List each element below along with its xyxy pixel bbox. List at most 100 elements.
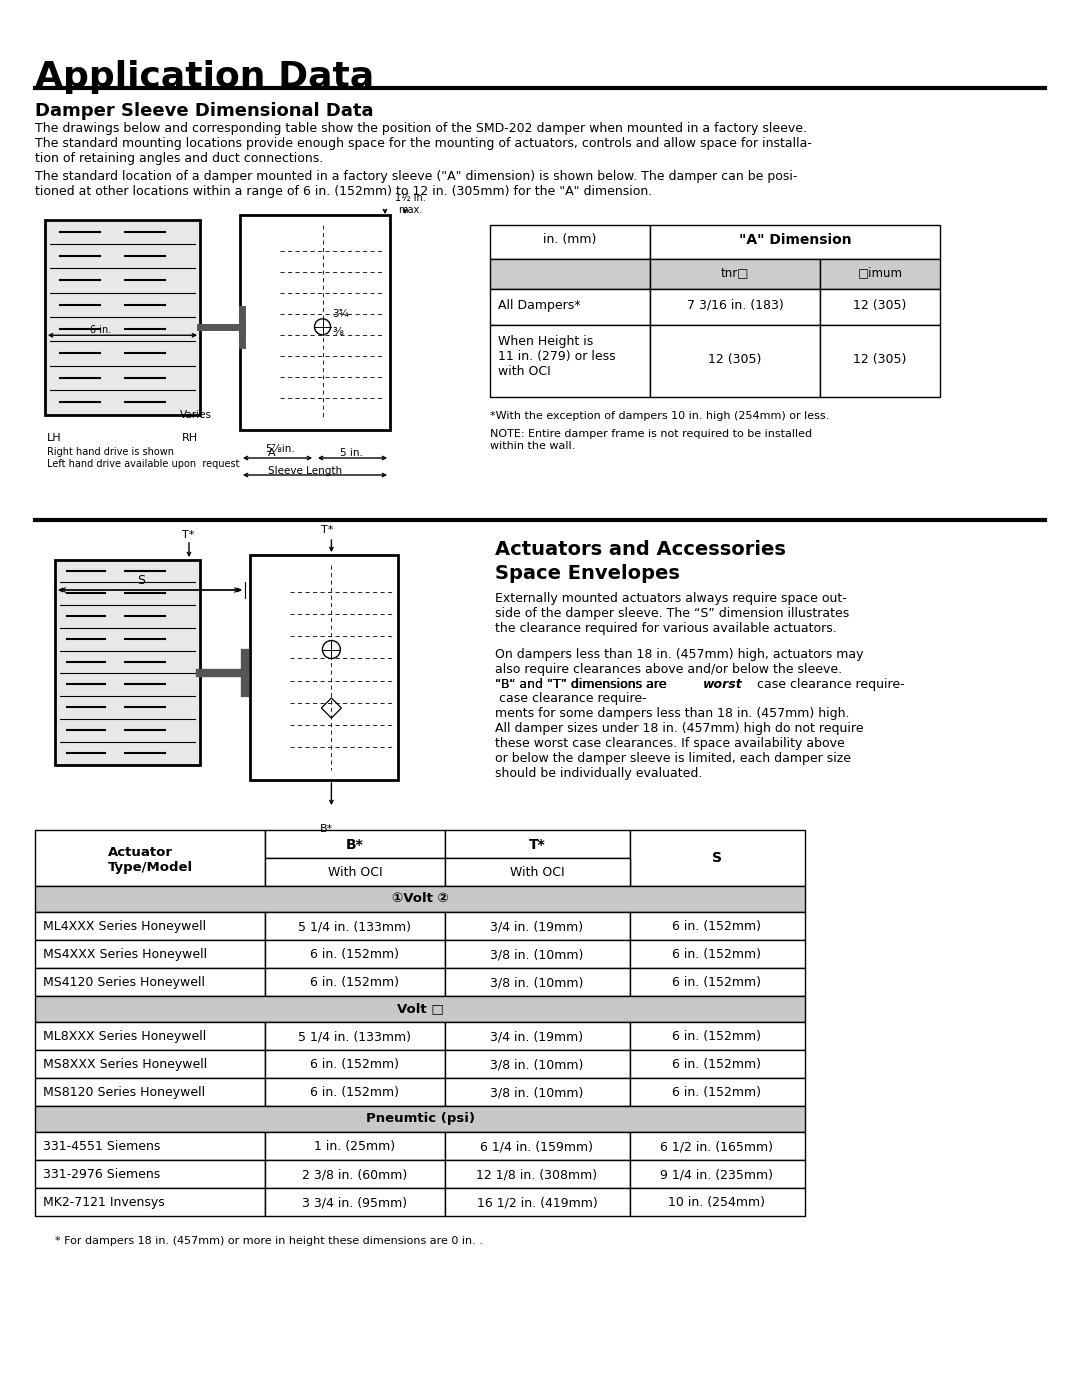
Bar [445,1132,630,1160]
Bar [35,1132,265,1160]
Bar [650,289,820,326]
Bar [490,289,650,326]
Bar [445,1160,630,1187]
Bar [445,830,630,858]
Text: 6 in.: 6 in. [90,326,111,335]
Text: 3/8 in. (10mm): 3/8 in. (10mm) [490,977,583,989]
Text: "B" and "T" dimensions are: "B" and "T" dimensions are [495,678,670,692]
Text: 6 in. (152mm): 6 in. (152mm) [311,1058,400,1071]
Text: 6 in. (152mm): 6 in. (152mm) [673,1058,761,1071]
Bar [445,1051,630,1078]
Text: Varies: Varies [180,409,212,420]
Text: All Dampers*: All Dampers* [498,299,581,312]
Text: Right hand drive is shown: Right hand drive is shown [48,447,174,457]
Bar [630,1160,805,1187]
Text: MK2-7121 Invensys: MK2-7121 Invensys [43,1196,165,1208]
Bar [265,1132,445,1160]
Bar [35,830,265,886]
Text: Volt □: Volt □ [396,1002,444,1016]
Bar [45,219,200,415]
Text: 12 1/8 in. (308mm): 12 1/8 in. (308mm) [476,1168,597,1180]
Text: 9 1/4 in. (235mm): 9 1/4 in. (235mm) [661,1168,773,1180]
Text: 6 in. (152mm): 6 in. (152mm) [673,949,761,961]
Bar [490,258,650,289]
Bar [820,258,940,289]
Text: LH: LH [48,433,62,443]
Bar [630,830,805,886]
Text: When Height is
11 in. (279) or less
with OCI: When Height is 11 in. (279) or less with… [498,335,616,379]
Text: MS4XXX Series Honeywell: MS4XXX Series Honeywell [43,949,207,961]
Bar [55,560,200,766]
Text: * For dampers 18 in. (457mm) or more in height these dimensions are 0 in. .: * For dampers 18 in. (457mm) or more in … [55,1236,483,1246]
Text: case clearance require-: case clearance require- [753,678,905,692]
Text: worst: worst [703,678,743,692]
Bar [445,858,630,886]
Text: B*: B* [346,838,364,852]
Bar [650,326,820,397]
Bar [240,215,390,430]
Text: MS4120 Series Honeywell: MS4120 Series Honeywell [43,977,205,989]
Text: A: A [268,448,275,458]
Text: With OCI: With OCI [510,866,565,879]
Bar [35,940,265,968]
Bar [265,940,445,968]
Text: in. (mm): in. (mm) [543,233,596,246]
Text: The standard location of a damper mounted in a factory sleeve ("A" dimension) is: The standard location of a damper mounte… [35,170,797,198]
Text: T*: T* [322,525,334,535]
Text: The drawings below and corresponding table show the position of the SMD-202 damp: The drawings below and corresponding tab… [35,122,812,165]
Bar [265,968,445,996]
Bar [820,326,940,397]
Bar [35,1023,265,1051]
Bar [630,1187,805,1215]
Text: 1 in. (25mm): 1 in. (25mm) [314,1140,395,1153]
Bar [445,1187,630,1215]
Text: Application Data: Application Data [35,60,375,94]
Bar [265,830,445,858]
Bar [265,858,445,886]
Text: 6 in. (152mm): 6 in. (152mm) [673,1030,761,1044]
Bar [650,225,940,258]
Bar [35,1160,265,1187]
Text: *With the exception of dampers 10 in. high (254mm) or less.: *With the exception of dampers 10 in. hi… [490,411,829,420]
Bar [490,225,650,258]
Text: 3/4 in. (19mm): 3/4 in. (19mm) [490,1030,583,1044]
Bar [265,1051,445,1078]
Text: RH: RH [183,433,198,443]
Text: NOTE: Entire damper frame is not required to be installed
within the wall.: NOTE: Entire damper frame is not require… [490,429,812,451]
Bar [490,326,650,397]
Text: 3/8 in. (10mm): 3/8 in. (10mm) [490,949,583,961]
Text: S: S [712,851,723,865]
Bar [445,1078,630,1106]
Text: Externally mounted actuators always require space out-
side of the damper sleeve: Externally mounted actuators always requ… [495,592,849,636]
Text: Actuators and Accessories: Actuators and Accessories [495,541,786,559]
Bar [630,1023,805,1051]
Bar [630,1051,805,1078]
Bar [265,1187,445,1215]
Bar [249,555,399,780]
Text: 3 3/4 in. (95mm): 3 3/4 in. (95mm) [302,1196,407,1208]
Bar [630,1132,805,1160]
Text: 12 (305): 12 (305) [853,299,907,312]
Bar [265,912,445,940]
Text: "A" Dimension: "A" Dimension [739,233,851,247]
Text: 5⅞in.: 5⅞in. [265,444,295,454]
Text: 10 in. (254mm): 10 in. (254mm) [669,1196,766,1208]
Text: Pneumtic (psi): Pneumtic (psi) [365,1112,474,1125]
Text: Damper Sleeve Dimensional Data: Damper Sleeve Dimensional Data [35,102,374,120]
Bar [630,940,805,968]
Bar [35,1078,265,1106]
Text: 12 (305): 12 (305) [853,353,907,366]
Bar [630,968,805,996]
Text: On dampers less than 18 in. (457mm) high, actuators may
also require clearances : On dampers less than 18 in. (457mm) high… [495,648,864,692]
Text: 5 1/4 in. (133mm): 5 1/4 in. (133mm) [298,921,411,933]
Text: 2 3/8 in. (60mm): 2 3/8 in. (60mm) [302,1168,407,1180]
Bar [650,258,820,289]
Text: With OCI: With OCI [327,866,382,879]
Bar [35,1051,265,1078]
Text: Actuator
Type/Model: Actuator Type/Model [107,847,192,875]
Text: T*: T* [528,838,545,852]
Text: 6 in. (152mm): 6 in. (152mm) [673,977,761,989]
Text: 3¾: 3¾ [333,309,349,319]
Text: Sleeve Length: Sleeve Length [268,467,342,476]
Text: 16 1/2 in. (419mm): 16 1/2 in. (419mm) [476,1196,597,1208]
